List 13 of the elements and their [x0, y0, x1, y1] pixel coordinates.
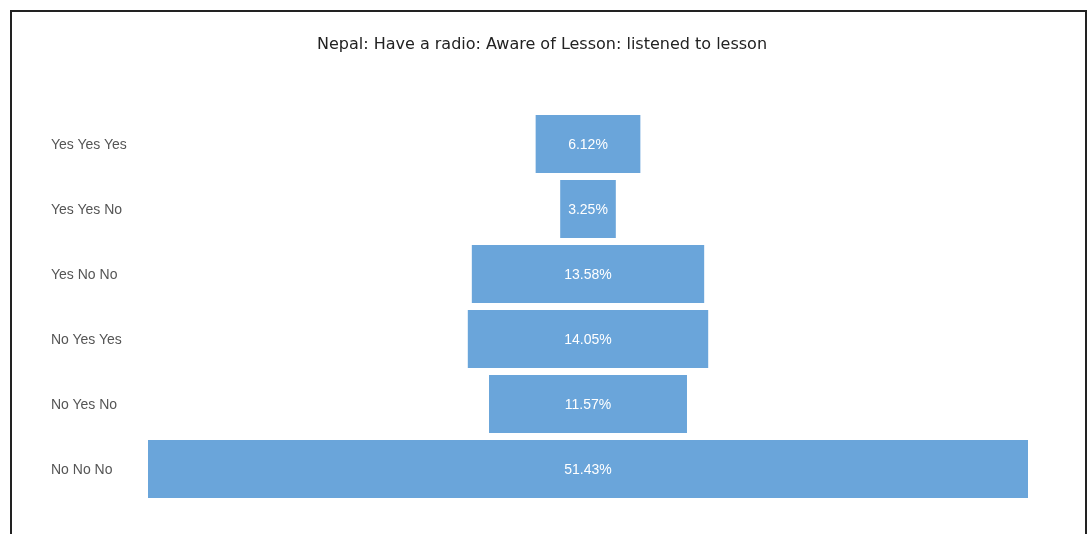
category-label: Yes Yes Yes	[51, 136, 127, 152]
data-label: 11.57%	[564, 396, 612, 412]
data-label: 13.58%	[564, 266, 612, 282]
text: Nepal: Have a radio: Aware of Lesson: listened to lesson	[316, 33, 768, 53]
category-label: Yes No No	[51, 266, 118, 282]
category-label: No Yes Yes	[51, 331, 122, 347]
category-label: Yes Yes No	[51, 201, 123, 217]
data-label: 51.43%	[564, 461, 612, 477]
data-label: 14.05%	[564, 331, 612, 347]
data-label: 3.25%	[568, 201, 608, 217]
data-label: 6.12%	[568, 136, 608, 152]
category-label: No No No	[51, 461, 113, 477]
category-label: No Yes No	[51, 396, 118, 412]
